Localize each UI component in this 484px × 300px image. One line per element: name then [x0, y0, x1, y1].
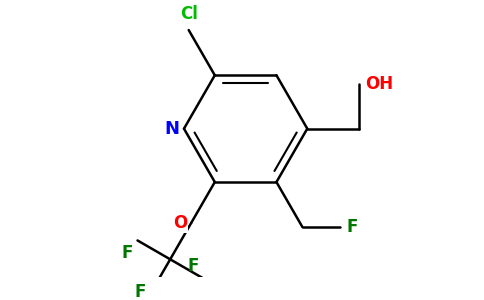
Text: N: N — [164, 120, 179, 138]
Text: OH: OH — [365, 75, 393, 93]
Text: Cl: Cl — [180, 5, 197, 23]
Text: F: F — [122, 244, 133, 262]
Text: O: O — [173, 214, 187, 232]
Text: F: F — [346, 218, 358, 236]
Text: F: F — [134, 283, 146, 300]
Text: F: F — [187, 256, 198, 274]
